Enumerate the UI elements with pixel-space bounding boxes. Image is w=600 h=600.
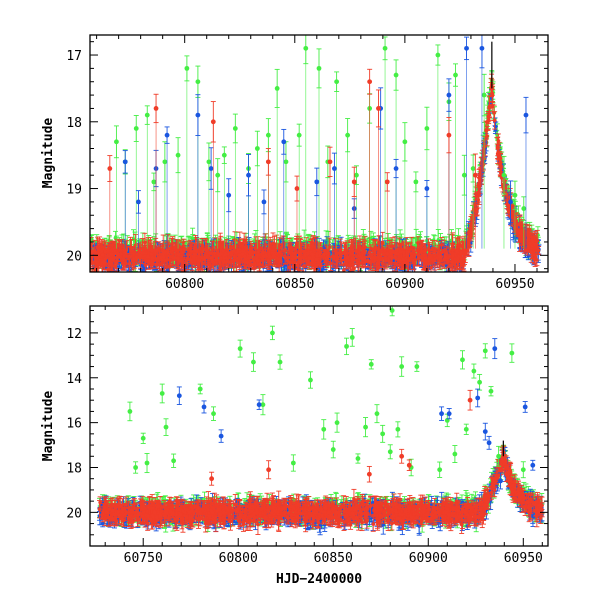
top-panel-points: [90, 35, 542, 272]
